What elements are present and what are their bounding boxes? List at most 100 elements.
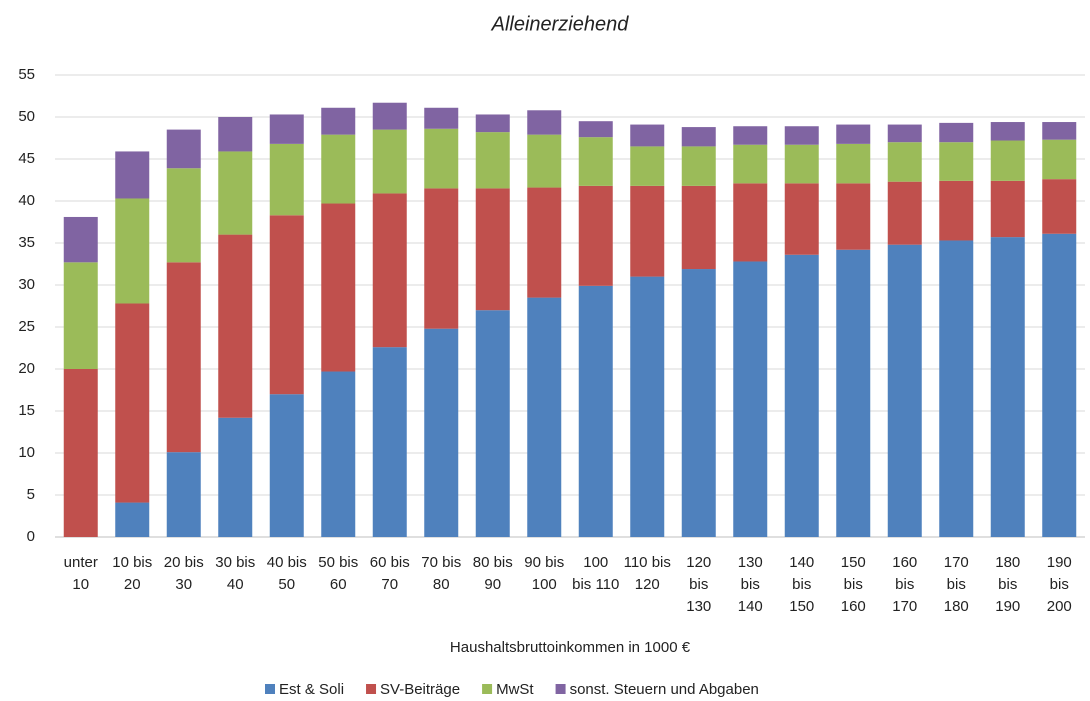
bar-segment [527, 134, 562, 188]
bar-segment [887, 142, 922, 182]
x-tick-label: 90 bis 100 [524, 554, 565, 593]
bar-segment [784, 144, 819, 184]
x-tick-label: 50 bis 60 [318, 554, 359, 593]
bar-segment [784, 183, 819, 255]
x-tick-label: 10 bis 20 [112, 554, 153, 593]
bar-segment [836, 183, 871, 250]
x-tick-label: 30 bis 40 [215, 554, 256, 593]
y-tick-label: 30 [18, 276, 35, 293]
x-tick-label: 40 bis 50 [266, 554, 307, 593]
bar-segment [218, 417, 253, 537]
x-tick-label: 130 bis 140 [737, 554, 763, 615]
x-tick-label: 100 bis 110 [572, 554, 620, 593]
x-tick-label: 150 bis 160 [840, 554, 866, 615]
bar-segment [321, 134, 356, 204]
x-tick-label: 20 bis 30 [163, 554, 204, 593]
x-tick-label: 180 bis 190 [995, 554, 1021, 615]
bar-segment [527, 297, 562, 537]
bar-segment [1042, 139, 1077, 180]
bar-segment [939, 240, 974, 538]
bar-segment [990, 122, 1025, 141]
bar-segment [578, 285, 613, 537]
bar-segment [630, 276, 665, 537]
bar-segment [218, 117, 253, 152]
y-tick-label: 35 [18, 234, 35, 251]
bar-segment [939, 142, 974, 181]
bar-segment [475, 132, 510, 189]
bar-segment [372, 193, 407, 348]
bar-segment [115, 151, 150, 199]
y-tick-label: 25 [18, 318, 35, 335]
bar-segment [887, 181, 922, 245]
bar-segment [939, 180, 974, 241]
bar-segment [321, 203, 356, 372]
y-tick-label: 0 [27, 528, 35, 545]
y-tick-label: 50 [18, 108, 35, 125]
chart-title: Alleinerziehend [491, 13, 630, 35]
bar-segment [166, 262, 201, 453]
bar-segment [630, 185, 665, 277]
bar-segment [115, 502, 150, 537]
bar-segment [681, 269, 716, 537]
bar-segment [836, 249, 871, 537]
bar-segment [630, 146, 665, 186]
y-tick-label: 15 [18, 402, 35, 419]
bar-segment [784, 126, 819, 145]
bar-segment [63, 216, 98, 263]
bar-segment [887, 244, 922, 537]
bar-segment [475, 188, 510, 311]
bar-segment [990, 140, 1025, 181]
bar-segment [1042, 233, 1077, 537]
bar-segment [166, 452, 201, 537]
bar-segment [527, 187, 562, 298]
legend-label: Est & Soli [279, 681, 344, 698]
x-tick-label: 120 bis 130 [686, 554, 712, 615]
bar-segment [372, 129, 407, 194]
y-tick-label: 5 [27, 486, 35, 503]
bar-segment [733, 144, 768, 184]
bar-segment [784, 254, 819, 537]
bar-segment [887, 124, 922, 143]
legend-swatch [555, 684, 566, 694]
bar-segment [269, 143, 304, 216]
bar-segment [218, 234, 253, 418]
bar-segment [115, 198, 150, 304]
bar-segment [321, 371, 356, 537]
bar-segment [578, 185, 613, 286]
legend-swatch [265, 684, 275, 694]
x-tick-label: 110 bis 120 [623, 554, 671, 593]
bar-segment [681, 127, 716, 147]
x-tick-label: 190 bis 200 [1046, 554, 1072, 615]
legend-label: MwSt [496, 681, 534, 698]
x-tick-label: 170 bis 180 [943, 554, 969, 615]
y-tick-label: 40 [18, 192, 35, 209]
bar-segment [166, 168, 201, 263]
bar-segment [527, 110, 562, 135]
bar-segment [475, 114, 510, 133]
bar-segment [115, 303, 150, 503]
bar-segment [1042, 122, 1077, 140]
bar-segment [372, 102, 407, 130]
bar-segment [990, 180, 1025, 238]
x-tick-label: unter 10 [63, 554, 98, 593]
bar-segment [166, 129, 201, 169]
x-tick-label: 80 bis 90 [472, 554, 513, 593]
y-tick-label: 45 [18, 150, 35, 167]
bar-segment [1042, 179, 1077, 234]
bar-segment [939, 122, 974, 143]
bar-segment [836, 143, 871, 184]
bar-segment [424, 128, 459, 189]
bar-segment [372, 347, 407, 537]
bar-segment [424, 328, 459, 537]
bar-segment [681, 185, 716, 270]
bar-segment [630, 124, 665, 147]
bar-segment [321, 107, 356, 135]
bar-segment [269, 114, 304, 144]
legend-label: sonst. Steuern und Abgaben [570, 681, 759, 698]
bar-segment [836, 124, 871, 144]
bar-segment [733, 183, 768, 262]
legend-swatch [366, 684, 377, 694]
bar-segment [990, 237, 1025, 537]
y-tick-label: 55 [18, 66, 35, 83]
